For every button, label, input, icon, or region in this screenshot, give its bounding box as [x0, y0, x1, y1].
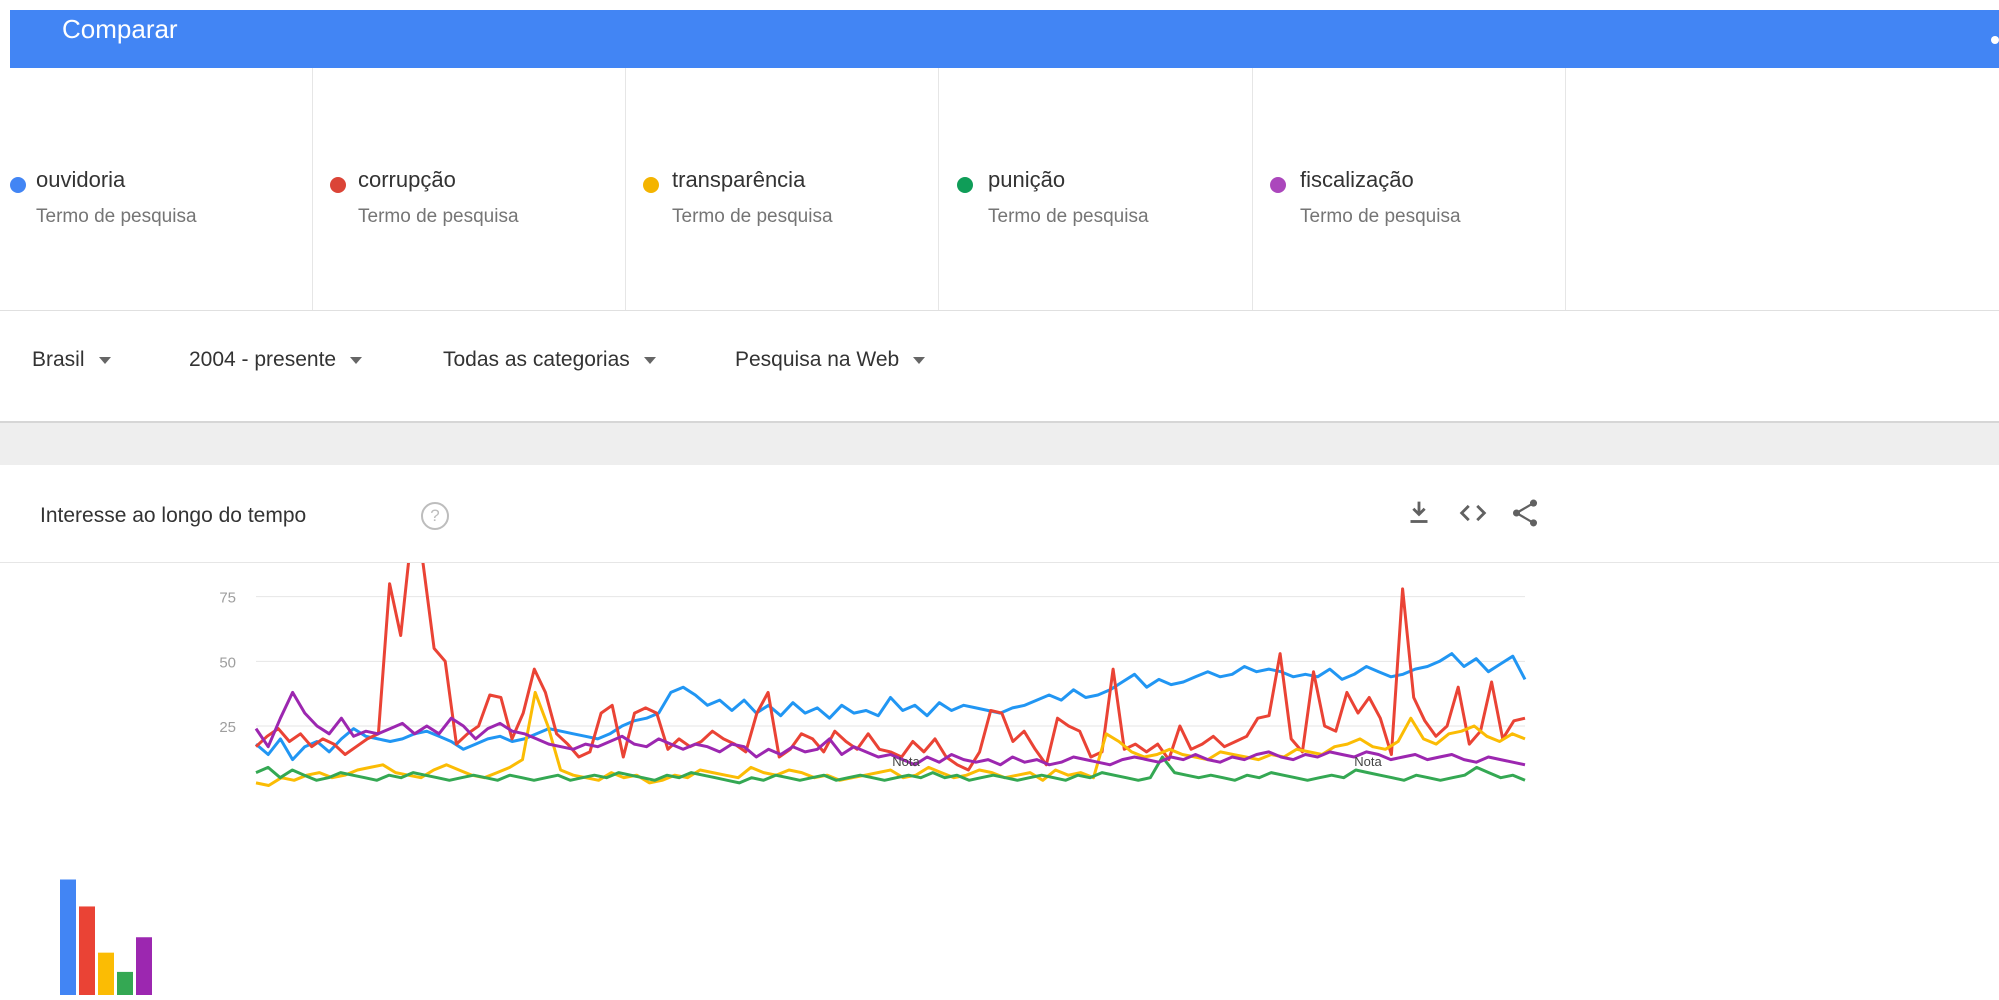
share-icon[interactable]: [1508, 496, 1542, 530]
search-type-dropdown[interactable]: Pesquisa na Web: [735, 348, 926, 372]
period-dropdown[interactable]: 2004 - presente: [189, 348, 363, 372]
series-line-fiscalização[interactable]: [254, 690, 1526, 767]
chevron-down-icon: [913, 356, 926, 364]
term-subtitle: Termo de pesquisa: [672, 206, 833, 227]
region-label: Brasil: [32, 348, 85, 371]
y-tick-label: 50: [219, 654, 236, 671]
chevron-down-icon: [350, 356, 363, 364]
y-tick-label: 25: [219, 719, 236, 736]
term-card-fiscalizacao[interactable]: fiscalização Termo de pesquisa: [1253, 68, 1566, 310]
region-dropdown[interactable]: Brasil: [32, 348, 111, 372]
average-bar-fiscalização: [136, 937, 152, 995]
term-name: transparência: [672, 167, 806, 192]
filters-row: Brasil 2004 - presente Todas as categori…: [0, 311, 1999, 423]
term-card-corrupcao[interactable]: corrupção Termo de pesquisa: [313, 68, 626, 310]
interest-over-time-header: Interesse ao longo do tempo ?: [0, 466, 1999, 563]
search-terms-row: ouvidoria Termo de pesquisa corrupção Te…: [0, 68, 1999, 311]
interest-chart: 255075100NotaNota: [0, 525, 1999, 995]
term-color-dot: [957, 177, 973, 193]
term-name: fiscalização: [1300, 167, 1414, 192]
average-bar-punição: [117, 971, 133, 995]
term-subtitle: Termo de pesquisa: [36, 206, 197, 227]
term-card-ouvidoria[interactable]: ouvidoria Termo de pesquisa: [0, 68, 313, 310]
term-card-punicao[interactable]: punição Termo de pesquisa: [939, 68, 1253, 310]
embed-code-icon[interactable]: [1456, 496, 1490, 530]
category-dropdown[interactable]: Todas as categorias: [443, 348, 656, 372]
category-label: Todas as categorias: [443, 348, 630, 371]
term-color-dot: [1270, 177, 1286, 193]
chevron-down-icon: [643, 356, 656, 364]
term-subtitle: Termo de pesquisa: [358, 206, 519, 227]
term-subtitle: Termo de pesquisa: [1300, 206, 1461, 227]
series-line-punição[interactable]: [255, 755, 1526, 785]
term-card-transparencia[interactable]: transparência Termo de pesquisa: [626, 68, 939, 310]
term-color-dot: [10, 177, 26, 193]
average-bar-corrupção: [79, 906, 95, 995]
interest-chart-svg: 255075100NotaNota: [60, 525, 1527, 995]
compare-header: Comparar: [10, 10, 1999, 68]
term-name: punição: [988, 167, 1066, 192]
term-color-dot: [330, 177, 346, 193]
term-color-dot: [643, 177, 659, 193]
term-subtitle: Termo de pesquisa: [988, 206, 1149, 227]
help-circle-icon[interactable]: ?: [421, 502, 449, 530]
section-title: Interesse ao longo do tempo: [40, 504, 307, 527]
chart-note[interactable]: Nota: [1354, 754, 1382, 769]
term-name: corrupção: [358, 167, 456, 192]
period-label: 2004 - presente: [189, 348, 337, 371]
download-icon[interactable]: [1402, 496, 1436, 530]
series-line-transparência[interactable]: [255, 690, 1526, 787]
y-tick-label: 75: [219, 590, 236, 607]
term-name: ouvidoria: [36, 167, 126, 192]
compare-title: Comparar: [62, 14, 178, 44]
average-bar-transparência: [98, 952, 114, 995]
search-type-label: Pesquisa na Web: [735, 348, 900, 371]
section-divider: [0, 423, 1999, 465]
average-bar-ouvidoria: [60, 879, 76, 995]
chart-note[interactable]: Nota: [892, 754, 920, 769]
more-menu-icon[interactable]: [1991, 36, 1999, 44]
chevron-down-icon: [98, 356, 111, 364]
series-line-corrupção[interactable]: [254, 530, 1526, 772]
